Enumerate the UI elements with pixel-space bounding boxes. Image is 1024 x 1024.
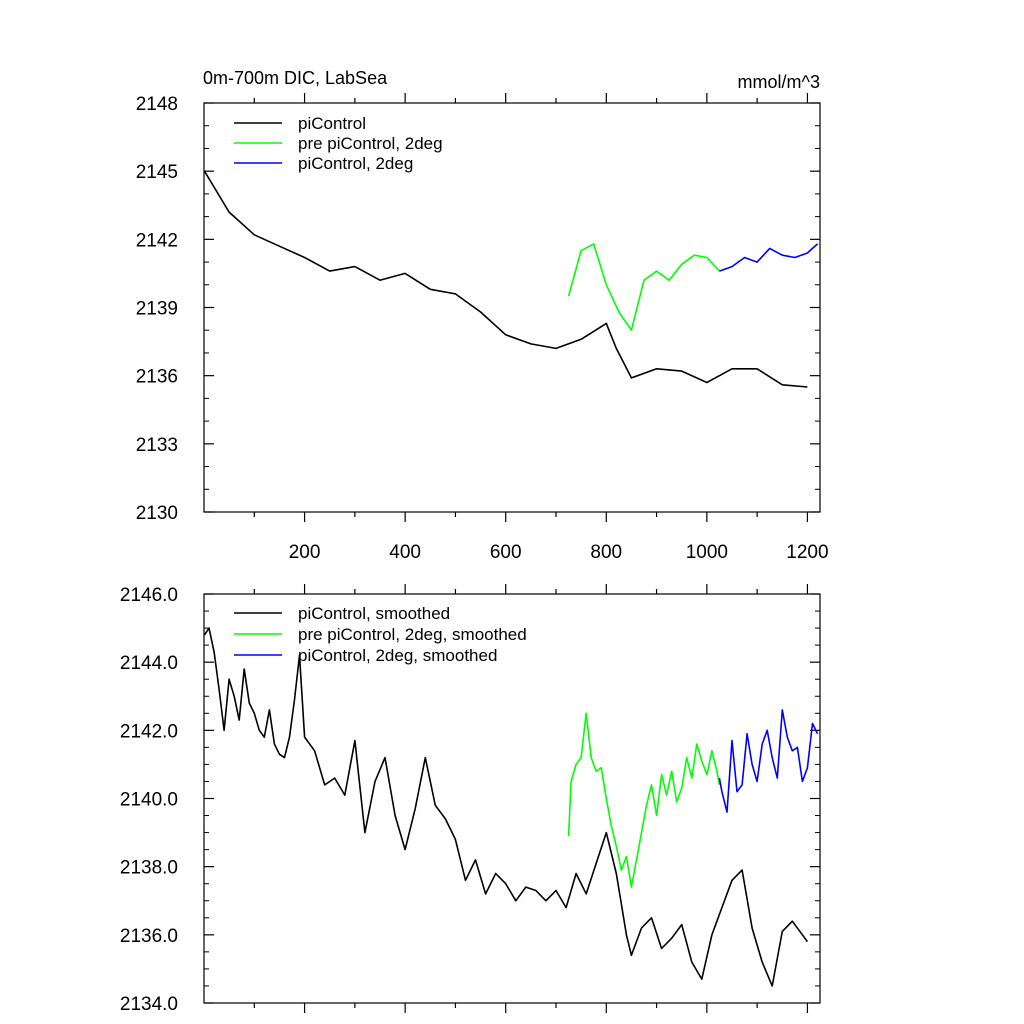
x-tick-label: 800 bbox=[590, 542, 622, 563]
y-tick-label: 2142 bbox=[136, 230, 178, 251]
y-tick-label: 2142.0 bbox=[120, 721, 178, 742]
series-line-pre-picontrol-2deg bbox=[567, 243, 720, 332]
legend-label: piControl, smoothed bbox=[298, 604, 450, 623]
x-tick-label: 1000 bbox=[686, 542, 728, 563]
y-tick-label: 2130 bbox=[136, 503, 178, 524]
y-tick-label: 2138.0 bbox=[120, 858, 178, 879]
series-line-pre-picontrol-2deg-smoothed bbox=[567, 712, 721, 888]
bottom-plot-lines bbox=[203, 627, 819, 987]
y-tick-label: 2136 bbox=[136, 367, 178, 388]
series-line-picontrol-2deg bbox=[719, 243, 819, 272]
x-tick-label: 600 bbox=[490, 542, 522, 563]
legend-label: piControl bbox=[298, 114, 366, 133]
x-tick-label: 1200 bbox=[786, 542, 828, 563]
top-panel-title: 0m-700m DIC, LabSea bbox=[203, 68, 388, 88]
top-axes: 2130 2133 2136 2139 2142 2145 2148 200 400 600 800… bbox=[136, 93, 829, 563]
y-tick-label: 2139 bbox=[136, 299, 178, 320]
top-plot-lines bbox=[203, 170, 819, 388]
series-line-picontrol-smoothed bbox=[203, 627, 809, 987]
y-tick-label: 2146.0 bbox=[120, 585, 178, 606]
x-tick-label: 400 bbox=[389, 542, 421, 563]
units-label: mmol/m^3 bbox=[738, 72, 820, 92]
top-panel: 0m-700m DIC, LabSea mmol/m^3 21302133213… bbox=[136, 68, 829, 563]
y-tick-label: 2145 bbox=[136, 162, 178, 183]
y-tick-label: 2148 bbox=[136, 94, 178, 115]
series-line-picontrol bbox=[203, 170, 808, 388]
legend-label: pre piControl, 2deg bbox=[298, 134, 443, 153]
x-tick-label: 200 bbox=[289, 542, 321, 563]
legend-label: piControl, 2deg, smoothed bbox=[298, 646, 497, 665]
y-tick-label: 2134.0 bbox=[120, 994, 178, 1015]
plot-frame bbox=[203, 102, 821, 513]
y-tick-label: 2144.0 bbox=[120, 653, 178, 674]
legend-label: pre piControl, 2deg, smoothed bbox=[298, 625, 527, 644]
legend-label: piControl, 2deg bbox=[298, 154, 413, 173]
bottom-legend: piControl, smoothed pre piControl, 2deg, … bbox=[234, 604, 527, 665]
y-tick-label: 2133 bbox=[136, 435, 178, 456]
bottom-panel: 2134.0 2136.0 2138.0 2140.0 2142.0 2144.0 2146… bbox=[120, 584, 821, 1015]
y-tick-label: 2140.0 bbox=[120, 790, 178, 811]
y-tick-label: 2136.0 bbox=[120, 926, 178, 947]
bottom-axes: 2134.0 2136.0 2138.0 2140.0 2142.0 2144.0 2146… bbox=[120, 584, 821, 1015]
series-line-picontrol-2deg-smoothed bbox=[718, 709, 819, 813]
